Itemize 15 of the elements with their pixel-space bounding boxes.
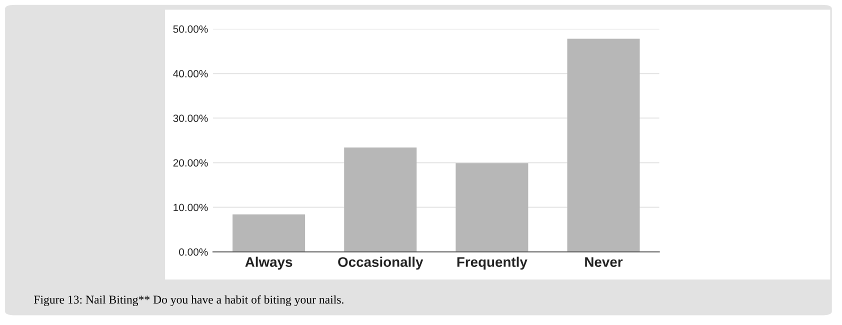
y-tick-label: 30.00% (173, 114, 208, 122)
y-tick-label: 10.00% (174, 204, 208, 212)
y-tick-label: 40.00% (173, 70, 208, 78)
bar (344, 148, 417, 252)
y-tick-label: 20.00% (173, 159, 208, 167)
x-tick-label: Always (245, 256, 292, 270)
y-tick-label: 0.00% (179, 248, 208, 256)
x-tick-label: Frequently (457, 256, 528, 270)
bar (567, 38, 640, 252)
bar (232, 214, 306, 252)
y-tick-label: 50.00% (173, 25, 208, 33)
x-tick-label: Occasionally (338, 256, 424, 270)
caption: Figure 13: Nail Biting** Do you have a habit of biting your nails. (34, 295, 344, 306)
bar (456, 163, 528, 252)
x-tick-label: Never (585, 257, 623, 267)
